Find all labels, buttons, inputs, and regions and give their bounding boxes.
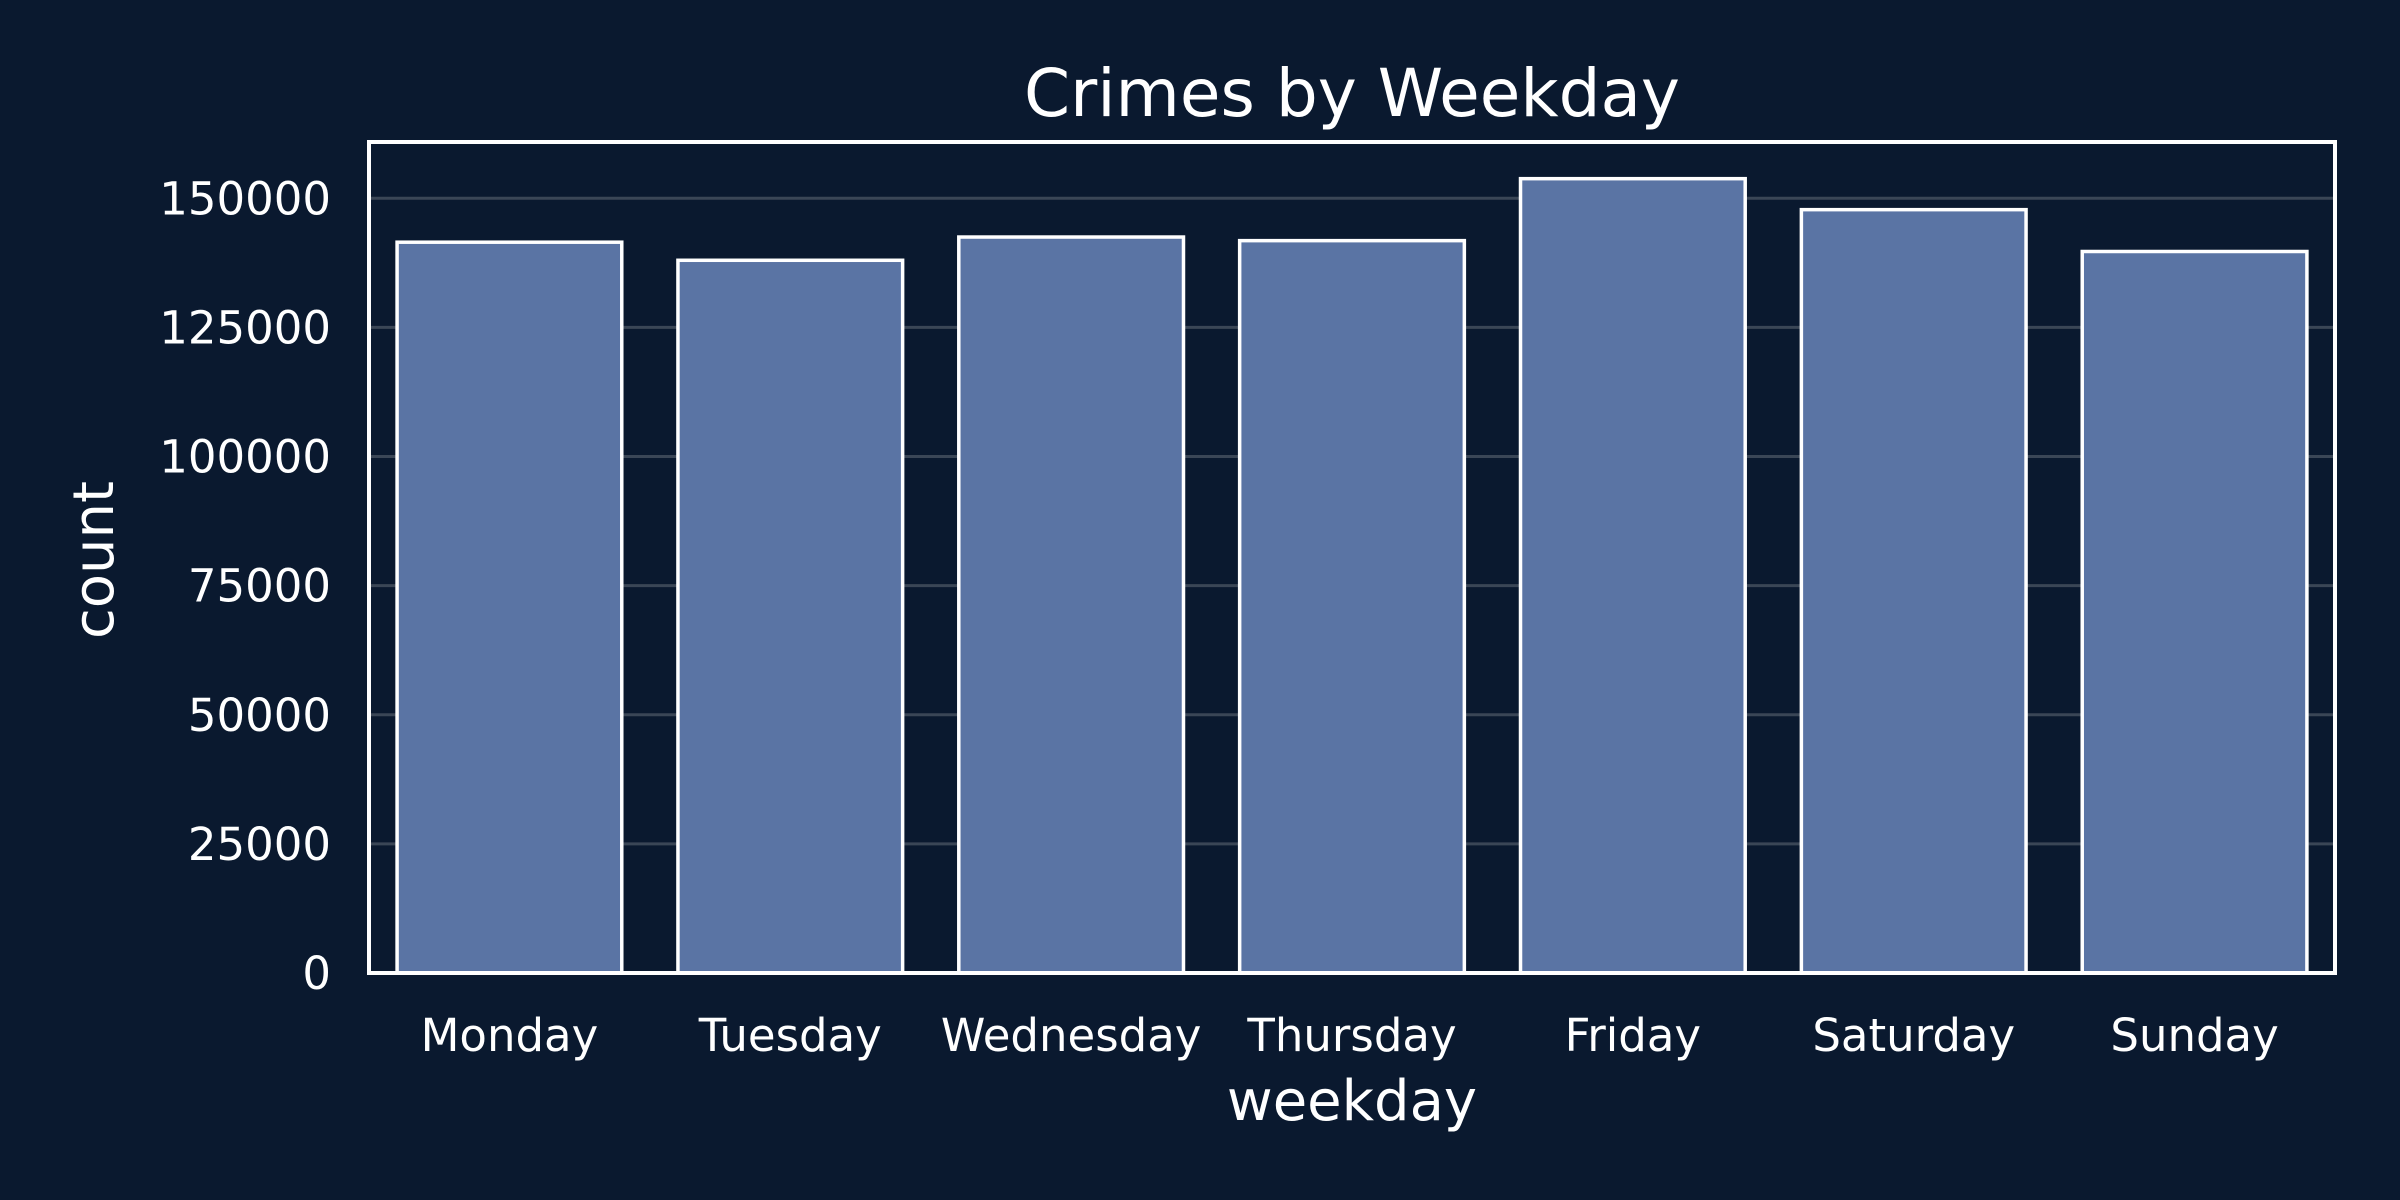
x-tick-label-sunday: Sunday [2110, 1009, 2278, 1062]
bar-thursday [1237, 238, 1467, 975]
x-axis-title: weekday [1227, 1069, 1477, 1134]
bar-saturday [1799, 207, 2028, 975]
bar-monday [395, 240, 624, 975]
y-tick-label: 0 [302, 947, 331, 1000]
x-tick-label-thursday: Thursday [1246, 1009, 1456, 1062]
y-tick-labels: 0 25000 50000 75000 100000 125000 150000 [159, 172, 331, 1000]
y-tick-label: 25000 [188, 818, 331, 871]
y-tick-label: 50000 [188, 689, 331, 742]
chart-title: Crimes by Weekday [1024, 55, 1680, 132]
bar-layer [395, 176, 2309, 975]
plot-frame [367, 140, 2337, 975]
bar-wednesday [957, 235, 1186, 975]
x-tick-label-friday: Friday [1565, 1009, 1701, 1062]
y-tick-label: 100000 [159, 431, 331, 484]
y-tick-label: 125000 [159, 301, 331, 354]
x-tick-labels: Monday Tuesday Wednesday Thursday Friday Satu… [421, 1009, 2279, 1062]
bar-friday [1518, 176, 1747, 975]
y-tick-label: 75000 [188, 560, 331, 613]
bar-tuesday [676, 258, 905, 975]
x-tick-label-saturday: Saturday [1812, 1009, 2015, 1062]
y-axis-title: count [62, 481, 127, 639]
x-tick-label-tuesday: Tuesday [698, 1009, 882, 1062]
bar-sunday [2080, 249, 2309, 975]
y-tick-label: 150000 [159, 172, 331, 225]
x-tick-label-monday: Monday [421, 1009, 599, 1062]
x-tick-label-wednesday: Wednesday [941, 1009, 1202, 1062]
